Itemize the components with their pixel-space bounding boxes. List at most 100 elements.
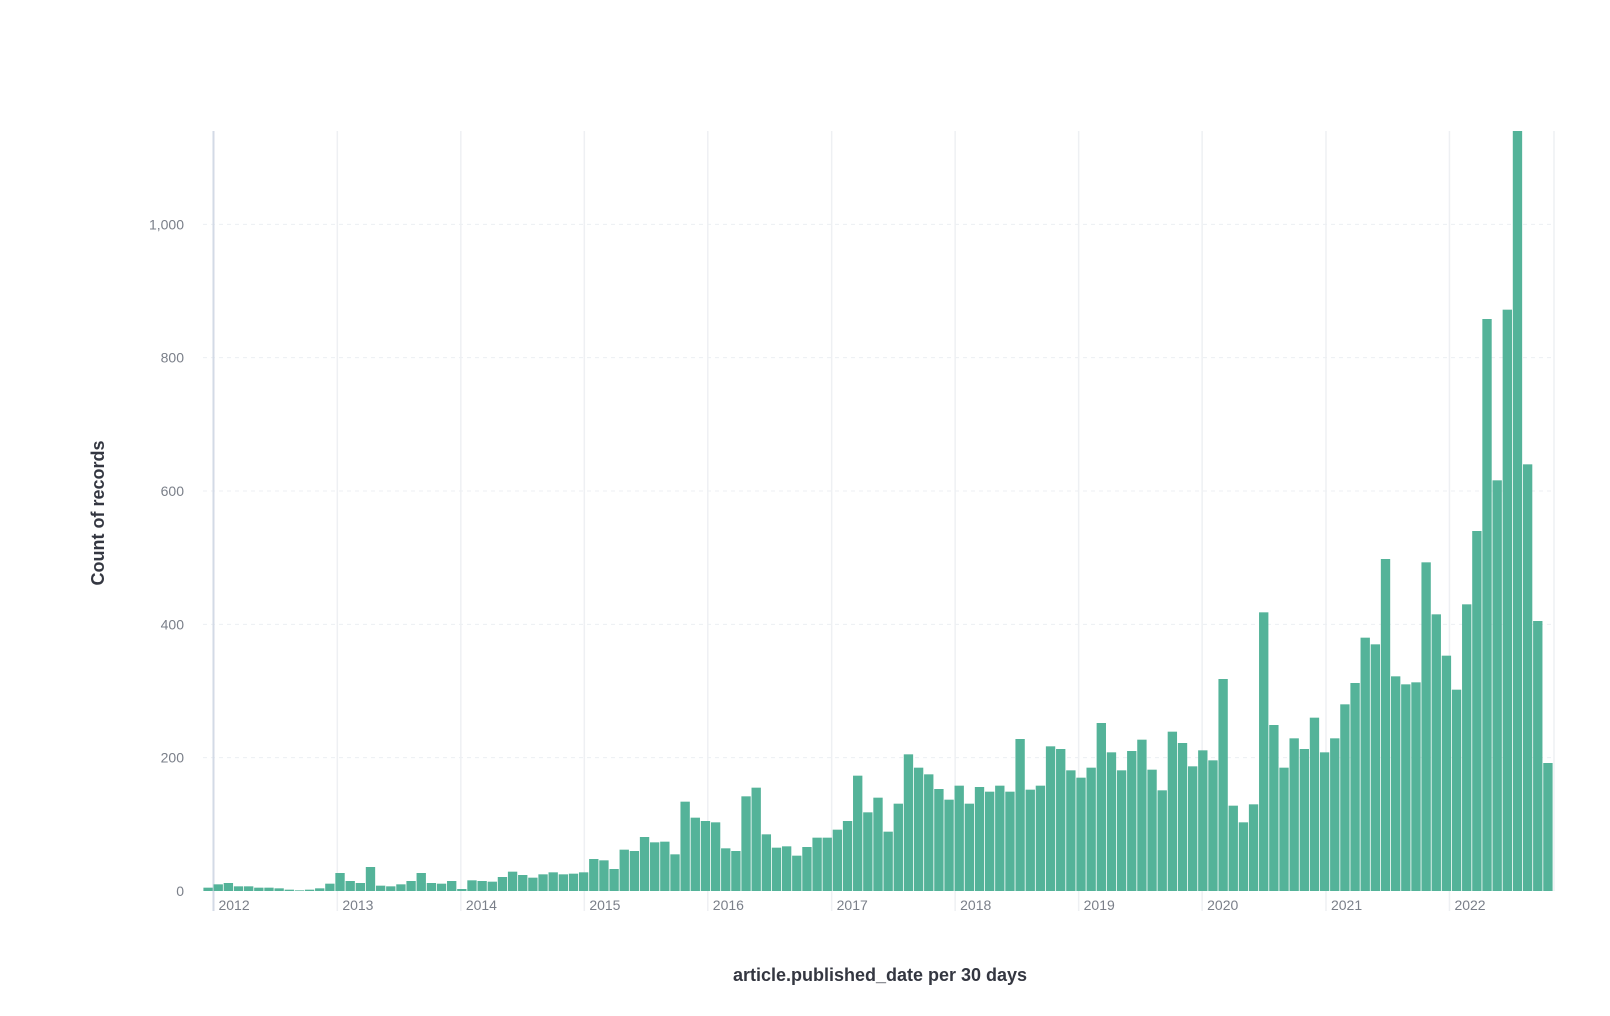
histogram-bar[interactable] (507, 871, 518, 891)
histogram-bar[interactable] (1187, 766, 1198, 891)
histogram-bar[interactable] (436, 883, 447, 891)
histogram-bar[interactable] (264, 887, 274, 891)
histogram-bar[interactable] (842, 821, 853, 891)
histogram-bar[interactable] (244, 886, 254, 891)
histogram-bar[interactable] (1522, 464, 1533, 891)
histogram-bar[interactable] (203, 887, 213, 891)
histogram-bar[interactable] (1025, 789, 1035, 891)
histogram-bar[interactable] (1543, 763, 1553, 891)
histogram-bar[interactable] (1056, 749, 1066, 891)
histogram-bar[interactable] (1157, 790, 1167, 891)
histogram-bar[interactable] (761, 834, 772, 891)
histogram-bar[interactable] (1512, 131, 1523, 891)
histogram-bar[interactable] (1492, 480, 1502, 891)
histogram-bar[interactable] (457, 889, 467, 891)
histogram-bar[interactable] (365, 867, 376, 891)
histogram-bar[interactable] (721, 848, 731, 891)
histogram-bar[interactable] (690, 817, 700, 891)
histogram-bar[interactable] (822, 837, 832, 891)
histogram-bar[interactable] (1279, 767, 1289, 891)
histogram-bar[interactable] (639, 837, 650, 891)
histogram-bar[interactable] (1177, 743, 1188, 891)
histogram-bar[interactable] (964, 803, 975, 891)
histogram-bar[interactable] (335, 873, 345, 891)
histogram-bar[interactable] (974, 787, 985, 891)
histogram-bar[interactable] (396, 884, 406, 891)
histogram-bar[interactable] (924, 774, 934, 891)
histogram-bar[interactable] (558, 874, 569, 891)
histogram-bar[interactable] (497, 877, 508, 891)
histogram-bar[interactable] (629, 851, 640, 891)
histogram-bar[interactable] (1431, 614, 1441, 891)
histogram-bar[interactable] (1380, 559, 1391, 891)
histogram-bar[interactable] (1066, 770, 1076, 891)
histogram-bar[interactable] (467, 880, 477, 891)
histogram-bar[interactable] (660, 841, 670, 891)
histogram-bar[interactable] (477, 881, 487, 891)
histogram-bar[interactable] (1330, 738, 1340, 891)
histogram-bar[interactable] (1421, 562, 1431, 891)
histogram-bar[interactable] (1309, 717, 1320, 891)
histogram-bar[interactable] (1218, 679, 1228, 891)
histogram-bar[interactable] (873, 797, 883, 891)
histogram-bar[interactable] (984, 791, 995, 891)
histogram-bar[interactable] (589, 859, 599, 891)
histogram-bar[interactable] (254, 887, 264, 891)
histogram-bar[interactable] (1482, 319, 1492, 891)
histogram-bar[interactable] (670, 854, 680, 891)
histogram-bar[interactable] (812, 837, 822, 891)
histogram-bar[interactable] (375, 885, 386, 891)
histogram-bar[interactable] (345, 881, 355, 891)
histogram-bar[interactable] (548, 872, 558, 891)
histogram-bar[interactable] (751, 787, 761, 891)
histogram-bar[interactable] (1340, 704, 1350, 891)
histogram-bar[interactable] (447, 881, 457, 891)
histogram-bar[interactable] (883, 831, 893, 891)
histogram-bar[interactable] (406, 881, 416, 891)
histogram-bar[interactable] (1370, 644, 1381, 891)
histogram-bar[interactable] (1127, 751, 1137, 891)
histogram-bar[interactable] (1045, 746, 1056, 891)
histogram-bar[interactable] (1106, 752, 1117, 891)
histogram-bar[interactable] (487, 881, 497, 891)
histogram-bar[interactable] (1147, 769, 1157, 891)
histogram-bar[interactable] (386, 886, 396, 891)
histogram-bar[interactable] (913, 767, 924, 891)
histogram-bar[interactable] (1248, 804, 1259, 891)
histogram-bar[interactable] (700, 821, 711, 891)
histogram-bar[interactable] (518, 875, 528, 891)
histogram-bar[interactable] (1289, 738, 1299, 891)
histogram-bar[interactable] (325, 883, 335, 891)
histogram-bar[interactable] (294, 890, 305, 891)
histogram-bar[interactable] (710, 822, 721, 891)
histogram-bar[interactable] (1208, 760, 1218, 891)
histogram-bar[interactable] (1462, 604, 1472, 891)
histogram-bar[interactable] (213, 884, 223, 891)
histogram-bar[interactable] (1086, 767, 1096, 891)
histogram-bar[interactable] (609, 869, 619, 891)
histogram-bar[interactable] (995, 785, 1005, 891)
histogram-bar[interactable] (1360, 637, 1370, 891)
histogram-bar[interactable] (1299, 749, 1309, 891)
histogram-bar[interactable] (650, 842, 660, 891)
histogram-bar[interactable] (304, 889, 315, 891)
histogram-bar[interactable] (233, 886, 244, 891)
histogram-bar[interactable] (832, 829, 843, 891)
histogram-bar[interactable] (578, 872, 589, 891)
histogram-bar[interactable] (1390, 676, 1401, 891)
histogram-bar[interactable] (1228, 805, 1238, 891)
histogram-bar[interactable] (1502, 309, 1512, 892)
histogram-bar[interactable] (416, 873, 426, 891)
histogram-bar[interactable] (792, 855, 802, 891)
histogram-bar[interactable] (1259, 612, 1269, 891)
histogram-bar[interactable] (1198, 750, 1208, 891)
histogram-bar[interactable] (568, 873, 579, 891)
histogram-bar[interactable] (741, 796, 751, 891)
histogram-bar[interactable] (284, 889, 294, 891)
histogram-bar[interactable] (903, 754, 914, 891)
histogram-bar[interactable] (1441, 655, 1452, 891)
histogram-bar[interactable] (1350, 683, 1360, 891)
histogram-bar[interactable] (680, 801, 690, 891)
histogram-bar[interactable] (1035, 785, 1046, 891)
histogram-bar[interactable] (538, 874, 548, 891)
